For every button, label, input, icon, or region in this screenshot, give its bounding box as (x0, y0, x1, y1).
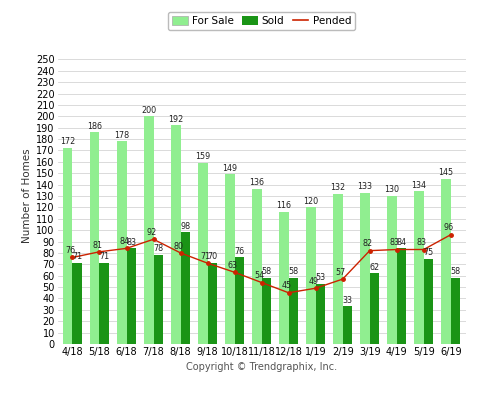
Text: 92: 92 (146, 228, 156, 237)
Text: 134: 134 (411, 181, 427, 190)
Text: 159: 159 (195, 152, 210, 161)
Bar (235, 258, 244, 344)
Text: 70: 70 (207, 252, 217, 262)
Bar (127, 248, 136, 344)
Text: 149: 149 (222, 164, 238, 173)
Text: 63: 63 (228, 261, 238, 270)
Text: 78: 78 (153, 244, 163, 254)
Text: 82: 82 (362, 239, 372, 248)
Bar (441, 179, 451, 344)
Text: 186: 186 (87, 122, 102, 130)
Bar (144, 116, 154, 344)
Text: 57: 57 (336, 268, 346, 277)
Text: 71: 71 (200, 252, 210, 261)
Text: 81: 81 (92, 240, 102, 250)
Text: 172: 172 (60, 138, 75, 146)
Bar (396, 248, 406, 344)
Bar (99, 263, 109, 344)
Text: 178: 178 (114, 131, 129, 140)
Bar (424, 259, 433, 344)
Text: 58: 58 (261, 267, 271, 276)
Text: 83: 83 (390, 238, 399, 247)
Bar (180, 232, 190, 344)
Text: 200: 200 (141, 106, 156, 115)
Bar (279, 212, 288, 344)
Bar (117, 141, 127, 344)
Text: 96: 96 (444, 224, 454, 232)
Text: 58: 58 (450, 267, 460, 276)
Text: 71: 71 (99, 252, 109, 262)
Bar (333, 194, 343, 344)
Legend: For Sale, Sold, Pended: For Sale, Sold, Pended (168, 12, 355, 30)
Text: 83: 83 (126, 238, 136, 247)
Bar (343, 306, 352, 344)
Bar (370, 274, 379, 344)
Text: 71: 71 (72, 252, 82, 262)
Text: 62: 62 (369, 263, 380, 272)
Text: 76: 76 (234, 247, 244, 256)
Text: 76: 76 (65, 246, 75, 255)
Text: 75: 75 (423, 248, 433, 257)
Text: 132: 132 (330, 183, 346, 192)
Text: 58: 58 (288, 267, 299, 276)
Text: 133: 133 (358, 182, 372, 191)
Bar (387, 196, 396, 344)
Bar (360, 192, 370, 344)
Bar (90, 132, 99, 344)
Text: 130: 130 (384, 185, 399, 194)
Text: 33: 33 (342, 296, 352, 305)
Bar (171, 126, 180, 344)
Text: 49: 49 (309, 277, 319, 286)
Bar (72, 263, 82, 344)
Bar (207, 263, 217, 344)
Text: 145: 145 (438, 168, 454, 177)
Y-axis label: Number of Homes: Number of Homes (22, 149, 32, 243)
Text: 83: 83 (417, 238, 427, 247)
Bar (154, 255, 163, 344)
Text: 45: 45 (281, 282, 291, 290)
Bar (252, 189, 262, 344)
Text: 98: 98 (180, 222, 191, 231)
Text: 120: 120 (303, 197, 318, 206)
Bar (414, 192, 424, 344)
Bar (225, 174, 235, 344)
Text: 192: 192 (168, 115, 183, 124)
Bar (198, 163, 207, 344)
X-axis label: Copyright © Trendgraphix, Inc.: Copyright © Trendgraphix, Inc. (186, 362, 337, 372)
Text: 116: 116 (276, 201, 291, 210)
Text: 80: 80 (173, 242, 183, 251)
Bar (306, 207, 316, 344)
Text: 84: 84 (396, 238, 407, 247)
Text: 54: 54 (254, 271, 264, 280)
Text: 136: 136 (250, 178, 264, 188)
Text: 53: 53 (315, 273, 325, 282)
Bar (63, 148, 72, 344)
Bar (316, 284, 325, 344)
Bar (262, 278, 271, 344)
Bar (288, 278, 298, 344)
Bar (451, 278, 460, 344)
Text: 84: 84 (120, 237, 129, 246)
